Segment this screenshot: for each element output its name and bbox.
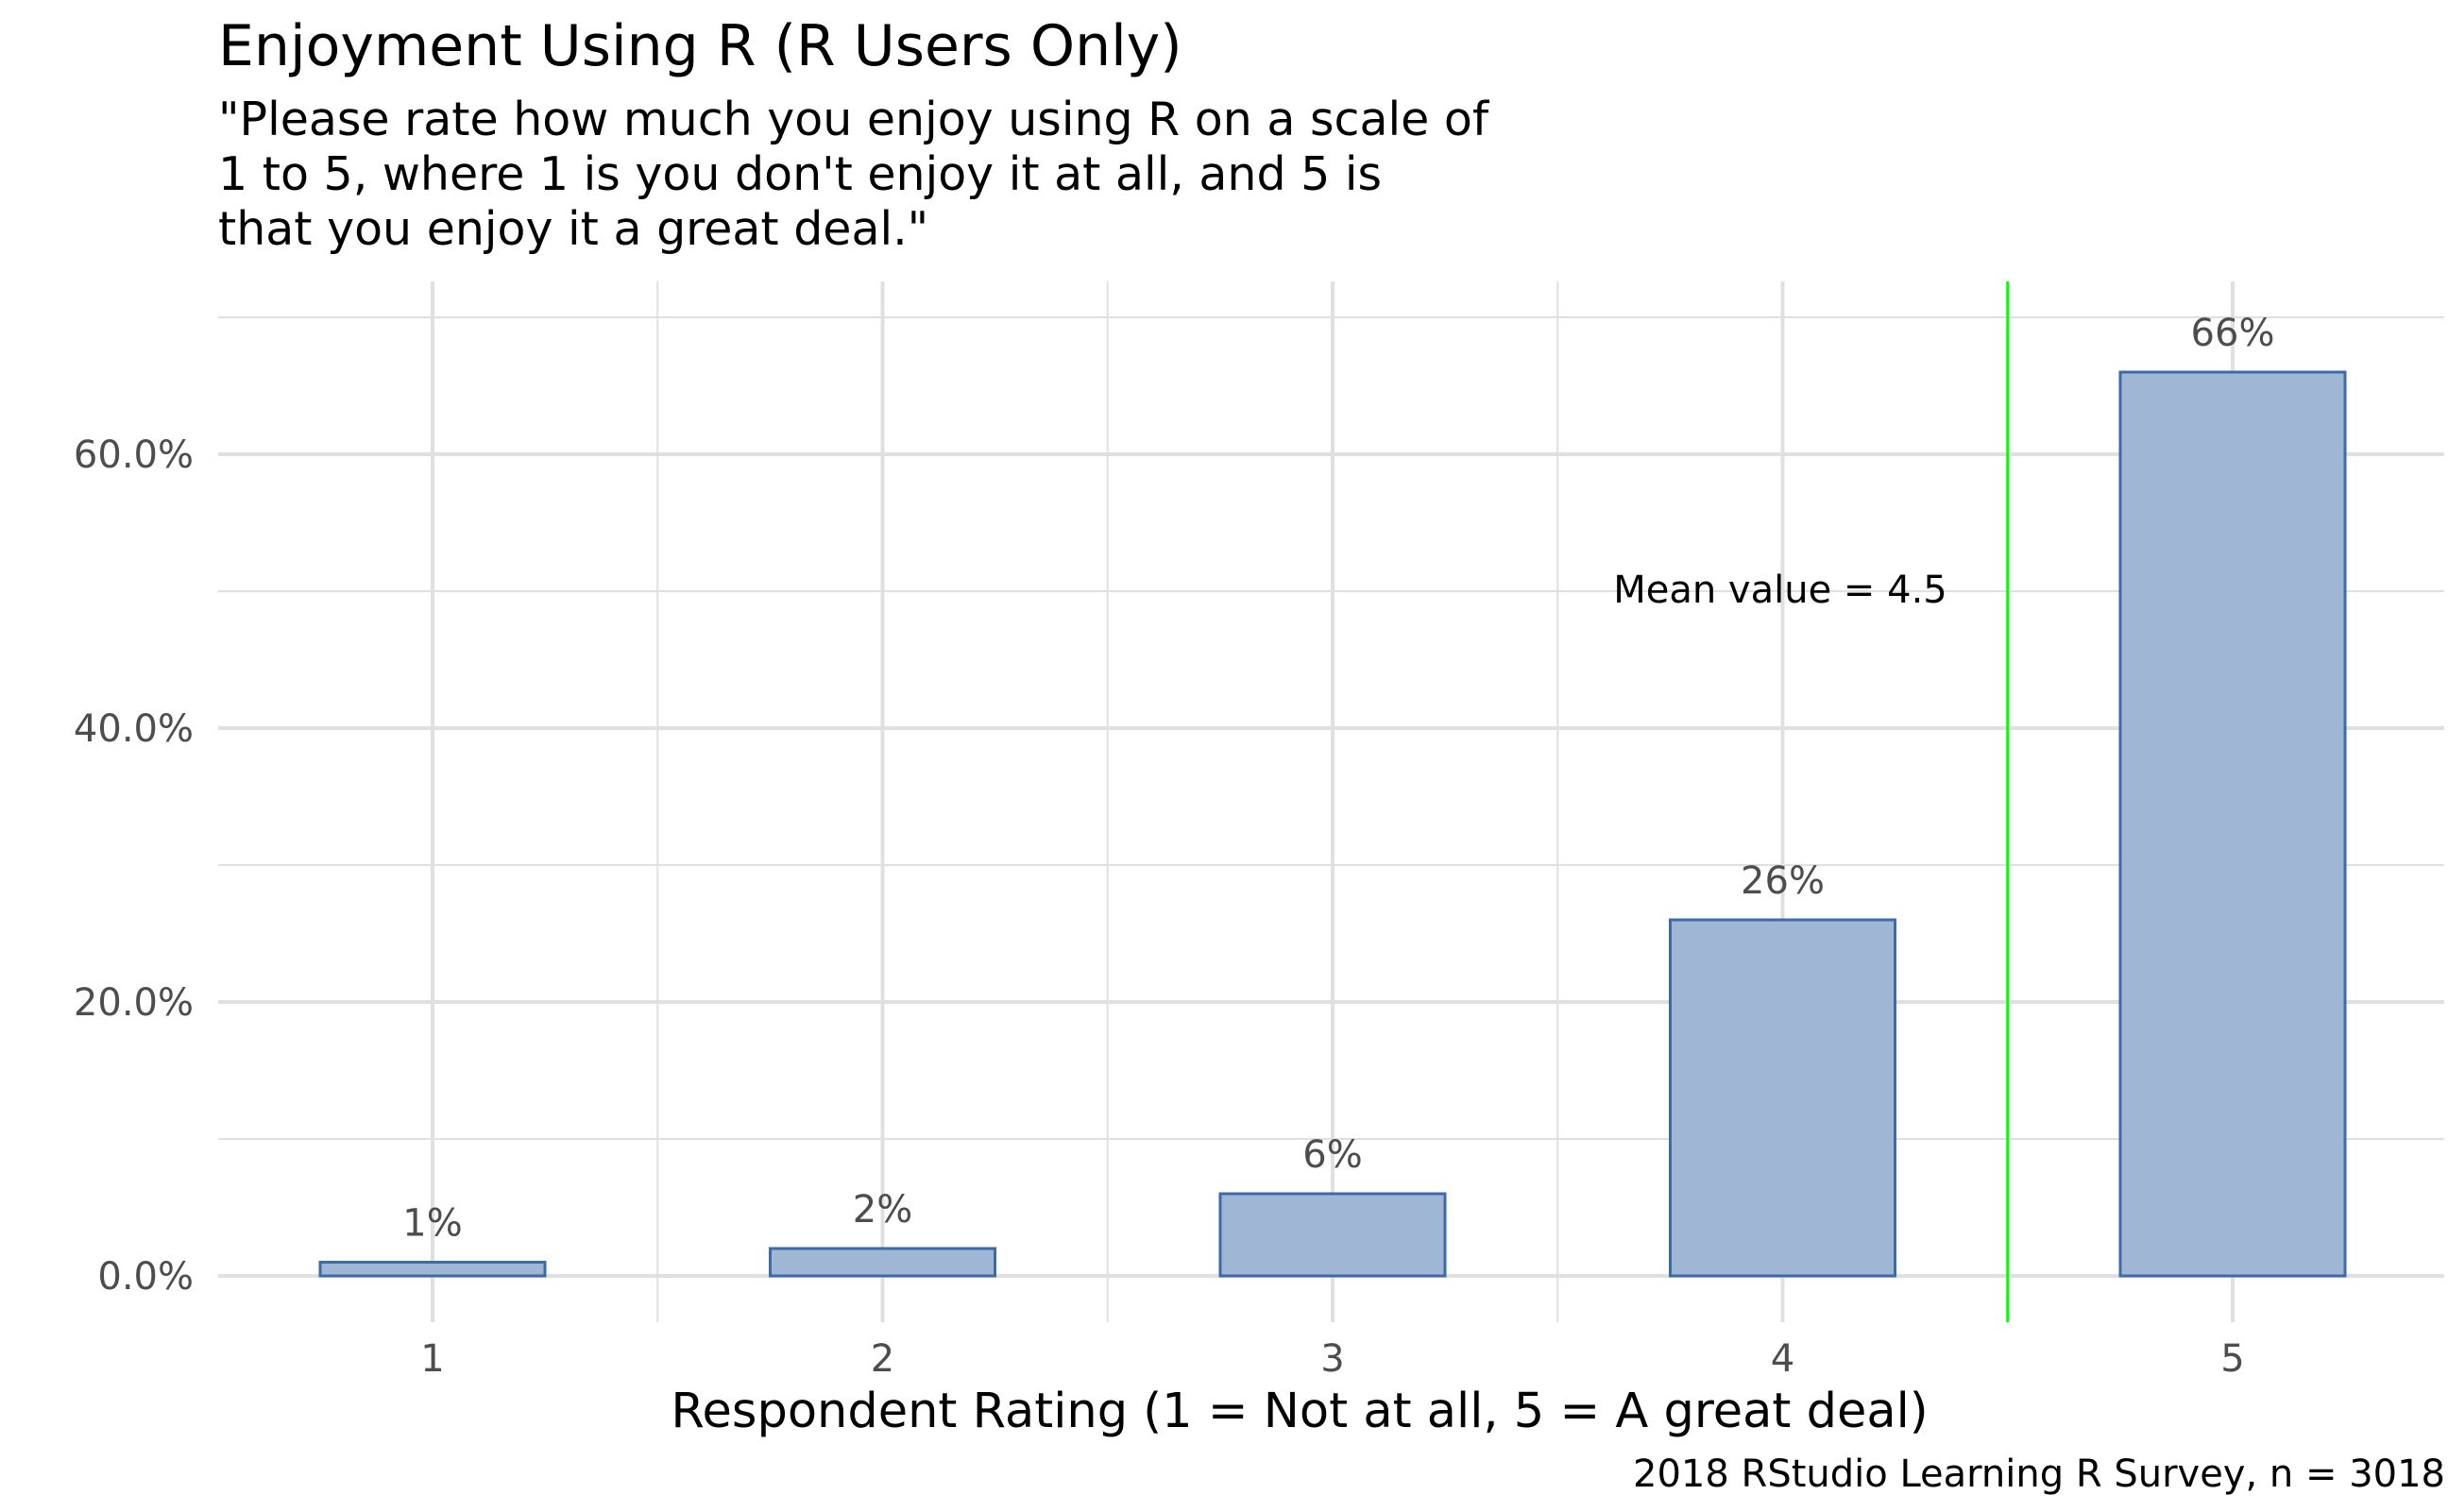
- bar: [769, 1247, 996, 1278]
- bar: [1218, 1192, 1447, 1278]
- x-tick-label: 3: [1320, 1337, 1344, 1381]
- x-tick-label: 1: [420, 1337, 444, 1381]
- subtitle-line: 1 to 5, where 1 is you don't enjoy it at…: [218, 147, 1383, 201]
- data-label: 26%: [1741, 859, 1825, 903]
- x-axis-title: Respondent Rating (1 = Not at all, 5 = A…: [671, 1384, 1928, 1439]
- y-tick-label: 60.0%: [74, 433, 194, 477]
- y-tick-label: 0.0%: [97, 1255, 194, 1299]
- data-label: 6%: [1302, 1133, 1362, 1177]
- subtitle-line: "Please rate how much you enjoy using R …: [218, 93, 1489, 146]
- bar: [2118, 370, 2347, 1278]
- x-tick-label: 5: [2220, 1337, 2244, 1381]
- bar: [1669, 918, 1896, 1278]
- data-label: 66%: [2191, 312, 2275, 355]
- mean-annotation: Mean value = 4.5: [1613, 569, 1947, 612]
- chart-title: Enjoyment Using R (R Users Only): [218, 13, 1182, 79]
- x-tick-label: 4: [1771, 1337, 1794, 1381]
- chart-subtitle: "Please rate how much you enjoy using R …: [218, 93, 1488, 257]
- chart-caption: 2018 RStudio Learning R Survey, n = 3018: [1633, 1453, 2445, 1496]
- y-tick-label: 40.0%: [74, 707, 194, 751]
- subtitle-line: that you enjoy it a great deal.": [218, 202, 929, 256]
- y-tick-label: 20.0%: [74, 981, 194, 1025]
- bar: [318, 1261, 547, 1278]
- data-label: 2%: [853, 1188, 912, 1232]
- x-tick-label: 2: [871, 1337, 894, 1381]
- data-label: 1%: [402, 1202, 462, 1246]
